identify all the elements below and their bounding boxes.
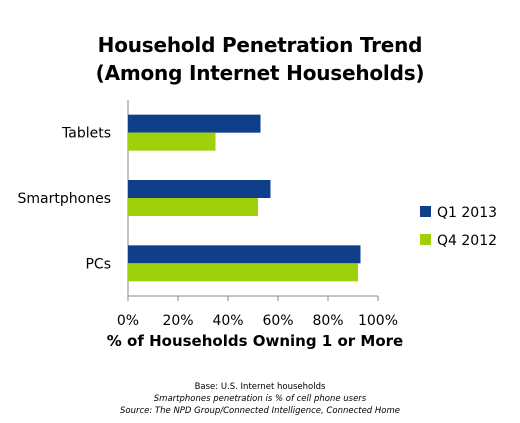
legend-swatch-q1-2013 [420, 206, 431, 217]
footnote-base: Base: U.S. Internet households [194, 382, 326, 392]
category-label-smartphones: Smartphones [18, 191, 111, 207]
bar-pcs-q1-2013 [128, 245, 361, 264]
chart-subtitle: (Among Internet Households) [95, 61, 425, 85]
bar-tablets-q4-2012 [128, 132, 216, 151]
x-tick-label: 0% [117, 313, 139, 329]
bar-smartphones-q1-2013 [128, 180, 271, 198]
bar-group [128, 114, 361, 282]
category-label-pcs: PCs [85, 256, 111, 272]
x-tick-label: 40% [212, 313, 243, 329]
x-tick-label: 20% [162, 313, 193, 329]
bar-smartphones-q4-2012 [128, 198, 258, 216]
x-tick-label: 100% [358, 313, 398, 329]
legend-swatch-q4-2012 [420, 234, 431, 245]
bar-tablets-q1-2013 [128, 114, 261, 133]
legend-label-q1-2013: Q1 2013 [437, 205, 497, 221]
x-tick-label: 60% [262, 313, 293, 329]
x-axis-title: % of Households Owning 1 or More [106, 332, 404, 350]
bar-pcs-q4-2012 [128, 263, 358, 282]
category-labels: Tablets Smartphones PCs [18, 126, 111, 273]
x-tick-label: 80% [312, 313, 343, 329]
footnote-source: Source: The NPD Group/Connected Intellig… [119, 406, 401, 416]
x-tick-group: 0% 20% 40% 60% 80% 100% [117, 296, 398, 329]
chart-title: Household Penetration Trend [97, 33, 423, 57]
legend-label-q4-2012: Q4 2012 [437, 233, 497, 249]
legend: Q1 2013 Q4 2012 [420, 205, 497, 249]
footnote-smartphones: Smartphones penetration is % of cell pho… [153, 394, 367, 404]
category-label-tablets: Tablets [61, 126, 111, 142]
